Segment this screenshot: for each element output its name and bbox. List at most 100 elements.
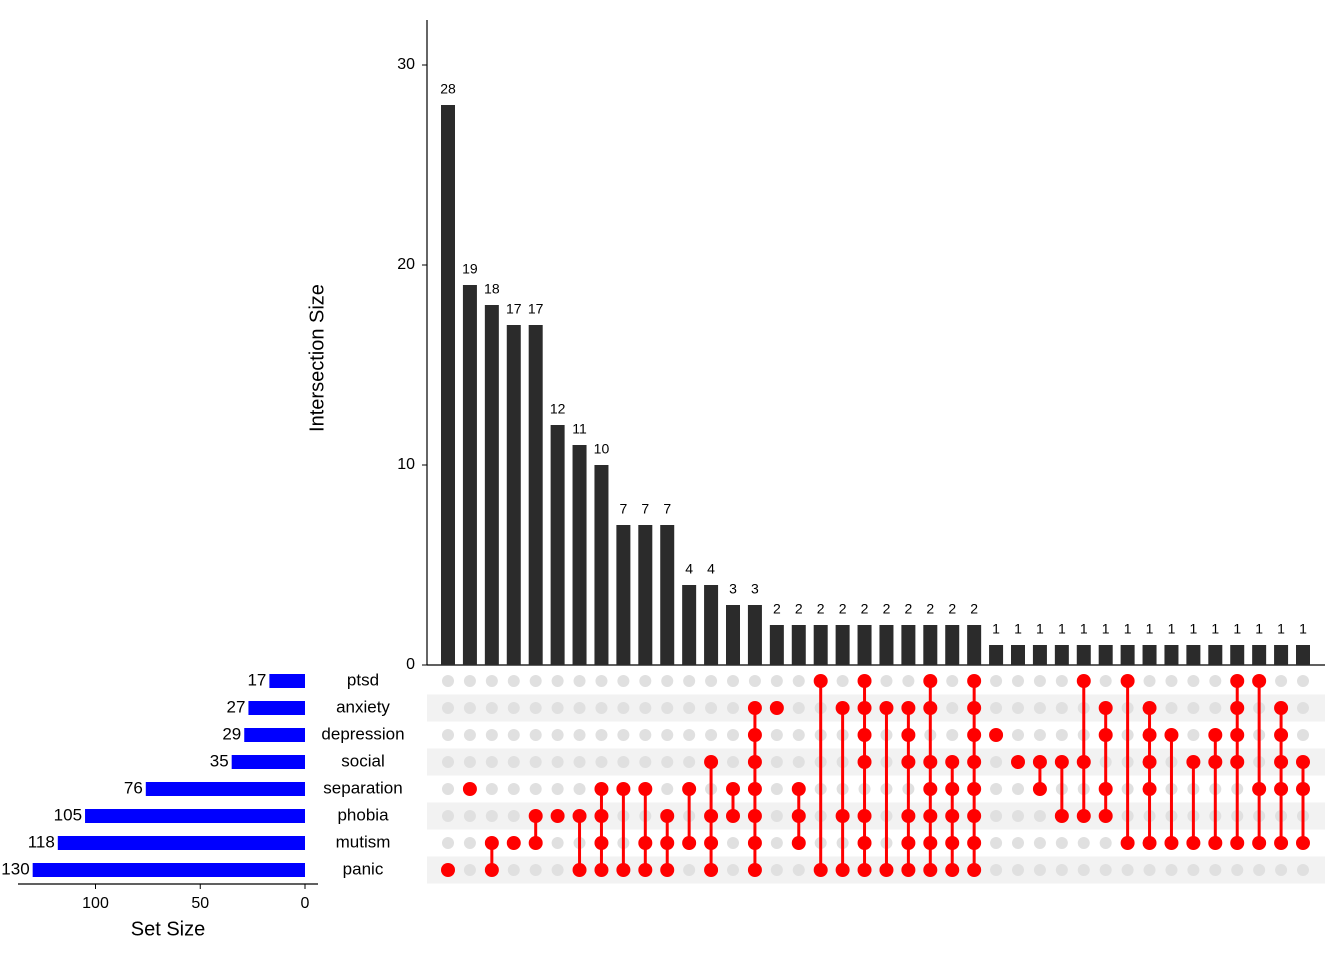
bar-label: 1 (992, 621, 1000, 637)
member-dot (747, 782, 762, 796)
member-dot (528, 836, 543, 850)
empty-dot (529, 702, 542, 714)
member-dot (1098, 782, 1113, 796)
member-dot (1142, 782, 1157, 796)
empty-dot (639, 702, 652, 714)
empty-dot (639, 729, 652, 741)
empty-dot (442, 702, 454, 714)
member-dot (989, 728, 1004, 742)
empty-dot (1012, 810, 1024, 822)
empty-dot (990, 810, 1003, 822)
empty-dot (463, 810, 476, 822)
member-dot (835, 863, 850, 877)
bar-label: 18 (484, 281, 500, 297)
empty-dot (946, 675, 959, 687)
empty-dot (507, 729, 520, 741)
member-dot (1142, 836, 1157, 850)
bar-label: 11 (572, 421, 587, 437)
empty-dot (507, 864, 520, 876)
member-dot (1252, 782, 1267, 796)
empty-dot (463, 729, 476, 741)
bar-label: 2 (970, 601, 978, 617)
empty-dot (1209, 864, 1222, 876)
empty-dot (595, 756, 608, 768)
empty-dot (1099, 837, 1112, 849)
empty-dot (1033, 837, 1046, 849)
member-dot (594, 836, 609, 850)
member-dot (791, 809, 806, 823)
bar (1032, 645, 1047, 665)
member-dot (967, 728, 982, 742)
empty-dot (617, 729, 630, 741)
empty-dot (1033, 810, 1046, 822)
bar (484, 305, 499, 665)
bar-label: 2 (948, 601, 956, 617)
bar-label: 10 (594, 441, 610, 457)
x-tick-label: 0 (301, 895, 310, 912)
member-dot (1274, 728, 1289, 742)
bar (857, 625, 872, 665)
bar-label: 1 (1014, 621, 1022, 637)
empty-dot (551, 837, 564, 849)
empty-dot (1187, 729, 1200, 741)
empty-dot (507, 675, 520, 687)
member-dot (1230, 836, 1245, 850)
bar-label: 7 (619, 501, 627, 517)
bar (813, 625, 828, 665)
bar-label: 2 (883, 601, 891, 617)
member-dot (901, 728, 916, 742)
bar (726, 605, 740, 665)
empty-dot (595, 702, 608, 714)
empty-dot (748, 675, 761, 687)
bar-label: 1 (1058, 621, 1066, 637)
empty-dot (1099, 864, 1112, 876)
empty-dot (617, 675, 630, 687)
bar-label: 1 (1189, 621, 1197, 637)
empty-dot (1209, 702, 1222, 714)
empty-dot (1012, 864, 1024, 876)
empty-dot (507, 783, 520, 795)
empty-dot (902, 675, 915, 687)
empty-dot (463, 837, 476, 849)
empty-dot (1012, 783, 1024, 795)
member-dot (747, 701, 762, 715)
empty-dot (946, 702, 959, 714)
empty-dot (770, 810, 783, 822)
member-dot (857, 701, 872, 715)
bar (704, 585, 719, 665)
bar (594, 465, 609, 665)
bar (1186, 645, 1201, 665)
x-axis-title: Set Size (131, 918, 205, 940)
member-dot (616, 782, 631, 796)
empty-dot (463, 756, 476, 768)
empty-dot (1055, 864, 1068, 876)
member-dot (1032, 755, 1047, 769)
member-dot (1186, 836, 1201, 850)
empty-dot (551, 864, 564, 876)
member-dot (791, 782, 806, 796)
member-dot (594, 863, 609, 877)
set-size-label: 27 (227, 697, 246, 716)
member-dot (945, 863, 960, 877)
member-dot (638, 863, 653, 877)
empty-dot (770, 675, 783, 687)
set-size-label: 130 (1, 859, 29, 878)
empty-dot (573, 702, 586, 714)
empty-dot (595, 675, 608, 687)
member-dot (660, 863, 675, 877)
empty-dot (770, 837, 783, 849)
bar-label: 1 (1080, 621, 1088, 637)
bar (506, 325, 521, 665)
bar (989, 645, 1004, 665)
bar (1252, 645, 1267, 665)
bar-label: 2 (861, 601, 869, 617)
empty-dot (1275, 864, 1288, 876)
bar (682, 585, 697, 665)
bar (1230, 645, 1245, 665)
empty-dot (1165, 864, 1178, 876)
empty-dot (463, 675, 476, 687)
y-tick-label: 0 (406, 656, 415, 673)
set-bar (57, 836, 306, 850)
member-dot (813, 674, 828, 688)
empty-dot (1033, 729, 1046, 741)
